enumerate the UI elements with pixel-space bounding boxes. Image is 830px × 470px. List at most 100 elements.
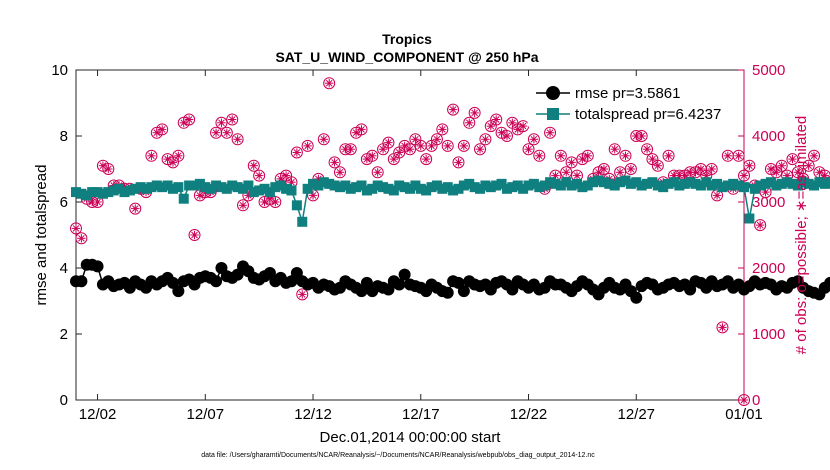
obs-point bbox=[253, 169, 266, 182]
obs-point bbox=[479, 133, 492, 146]
totalspread-point bbox=[561, 177, 572, 188]
rmse-point bbox=[393, 278, 406, 291]
y-right-tick-label: 2000 bbox=[752, 260, 785, 277]
obs-point bbox=[619, 149, 632, 162]
obs-point bbox=[409, 133, 422, 146]
y-right-tick-label: 3000 bbox=[752, 194, 785, 211]
totalspread-point bbox=[598, 177, 609, 188]
totalspread-point bbox=[722, 180, 733, 191]
obs-point bbox=[333, 166, 346, 179]
totalspread-point bbox=[189, 180, 200, 191]
totalspread-point bbox=[803, 178, 814, 189]
totalspread-point bbox=[475, 183, 486, 194]
obs-point bbox=[129, 202, 142, 215]
totalspread-point bbox=[356, 180, 367, 191]
totalspread-point bbox=[518, 183, 529, 194]
obs-point bbox=[554, 149, 567, 162]
obs-point bbox=[452, 156, 465, 169]
obs-point bbox=[721, 149, 734, 162]
totalspread-point bbox=[555, 180, 566, 191]
obs-point bbox=[377, 143, 390, 156]
obs-point bbox=[290, 146, 303, 159]
totalspread-point bbox=[340, 180, 351, 191]
obs-point bbox=[662, 149, 675, 162]
totalspread-point bbox=[609, 180, 620, 191]
totalspread-point bbox=[550, 178, 561, 189]
totalspread-point bbox=[491, 180, 502, 191]
obs-point bbox=[188, 229, 201, 241]
totalspread-point bbox=[701, 177, 712, 188]
obs-point bbox=[565, 156, 578, 169]
obs-point bbox=[711, 189, 724, 202]
legend-totalspread-label: totalspread pr=6.4237 bbox=[575, 106, 721, 123]
totalspread-point bbox=[545, 177, 556, 188]
y-right-tick-label: 0 bbox=[752, 392, 760, 409]
obs-point bbox=[506, 116, 519, 129]
totalspread-point bbox=[124, 185, 135, 196]
totalspread-point bbox=[485, 182, 496, 193]
obs-point bbox=[635, 130, 648, 142]
totalspread-point bbox=[378, 182, 389, 193]
legend-rmse-marker bbox=[546, 86, 560, 100]
totalspread-point bbox=[652, 180, 663, 191]
x-tick-label: 12/07 bbox=[187, 406, 225, 423]
totalspread-point bbox=[167, 183, 178, 194]
obs-point bbox=[183, 113, 196, 126]
totalspread-point bbox=[329, 180, 340, 191]
obs-point bbox=[280, 169, 293, 182]
totalspread-point bbox=[566, 180, 577, 191]
obs-point bbox=[716, 321, 729, 334]
obs-point bbox=[597, 163, 610, 175]
obs-point bbox=[269, 196, 282, 208]
totalspread-point bbox=[668, 177, 679, 188]
totalspread-point bbox=[286, 185, 297, 196]
obs-point bbox=[215, 116, 228, 129]
y-right-tick-label: 4000 bbox=[752, 128, 785, 145]
totalspread-point bbox=[458, 180, 469, 191]
totalspread-point bbox=[87, 187, 98, 198]
totalspread-point bbox=[625, 178, 636, 189]
legend-totalspread-marker bbox=[547, 108, 559, 120]
totalspread-point bbox=[798, 177, 809, 188]
x-tick-label: 12/27 bbox=[617, 406, 655, 423]
y-axis-right-label: # of obs: o=possible; ∗=assimilated bbox=[793, 116, 810, 355]
y-axis-left-label: rmse and totalspread bbox=[33, 165, 50, 306]
obs-point bbox=[743, 159, 756, 172]
chart-title: Tropics bbox=[382, 31, 432, 47]
obs-point bbox=[560, 166, 573, 179]
legend-rmse-label: rmse pr=3.5861 bbox=[575, 85, 680, 102]
totalspread-point bbox=[232, 182, 243, 193]
totalspread-point bbox=[184, 180, 195, 191]
totalspread-point bbox=[431, 180, 442, 191]
totalspread-point bbox=[103, 187, 114, 198]
obs-point bbox=[732, 149, 745, 162]
totalspread-point bbox=[453, 183, 464, 194]
totalspread-point bbox=[221, 183, 232, 194]
totalspread-point bbox=[437, 183, 448, 194]
totalspread-point bbox=[528, 178, 539, 189]
y-axis-left: 0 2 4 6 8 10 bbox=[51, 62, 82, 409]
totalspread-point bbox=[162, 180, 173, 191]
x-tick-label: 12/17 bbox=[402, 406, 440, 423]
obs-point bbox=[484, 120, 497, 133]
obs-point bbox=[705, 163, 718, 175]
totalspread-point bbox=[114, 183, 125, 194]
totalspread-point bbox=[642, 178, 653, 189]
obs-point bbox=[754, 219, 767, 232]
x-axis-label: Dec.01,2014 00:00:00 start bbox=[320, 429, 502, 446]
totalspread-point bbox=[372, 180, 383, 191]
totalspread-point bbox=[685, 177, 696, 188]
obs-point bbox=[791, 166, 804, 179]
totalspread-point bbox=[367, 183, 378, 194]
obs-point bbox=[775, 159, 788, 172]
obs-point bbox=[328, 156, 341, 169]
obs-point bbox=[387, 153, 400, 166]
totalspread-point bbox=[771, 180, 782, 191]
totalspread-point bbox=[760, 178, 771, 189]
obs-point bbox=[75, 232, 88, 245]
obs-point bbox=[317, 133, 330, 146]
obs-point bbox=[237, 199, 249, 212]
totalspread-point bbox=[308, 178, 319, 189]
data-file-footer: data file: /Users/gharamti/Documents/NCA… bbox=[201, 452, 595, 459]
totalspread-point bbox=[577, 182, 588, 193]
